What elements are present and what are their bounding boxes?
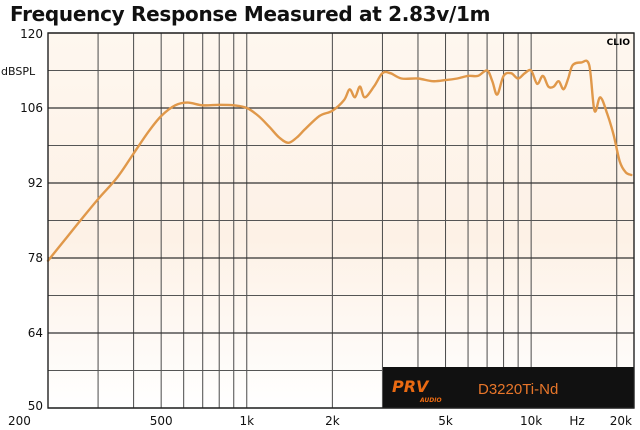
y-axis-ticks: 120 106 92 78 64 50 xyxy=(20,27,43,413)
y-tick-label: 92 xyxy=(28,176,43,190)
x-tick-label: Hz xyxy=(569,414,584,428)
x-axis-ticks: 200 500 1k 2k 5k 10k Hz 20k xyxy=(8,414,632,428)
chart-title: Frequency Response Measured at 2.83v/1m xyxy=(10,2,491,26)
series-line xyxy=(46,59,633,262)
series-layer xyxy=(46,59,633,262)
y-tick-label: 106 xyxy=(20,101,43,115)
brand-logo-suffix: AUDIO xyxy=(419,397,442,404)
y-tick-label: 78 xyxy=(28,251,43,265)
grid xyxy=(47,32,634,409)
x-tick-label: 10k xyxy=(520,414,542,428)
x-tick-label: 200 xyxy=(8,414,31,428)
y-tick-label: 120 xyxy=(20,27,43,41)
model-label: D3220Ti-Nd xyxy=(478,381,558,398)
y-tick-label: 64 xyxy=(28,326,43,340)
plot-frame xyxy=(47,32,635,409)
y-tick-label: 50 xyxy=(28,399,43,413)
watermark: CLIO xyxy=(607,38,631,48)
x-tick-label: 2k xyxy=(325,414,340,428)
x-tick-label: 20k xyxy=(610,414,632,428)
y-axis-label: dBSPL xyxy=(1,65,36,78)
legend-background xyxy=(383,367,634,408)
x-tick-label: 1k xyxy=(239,414,254,428)
legend-box: PRV AUDIO D3220Ti-Nd xyxy=(383,367,634,408)
brand-logo: PRV xyxy=(392,377,430,396)
x-tick-label: 500 xyxy=(150,414,173,428)
x-tick-label: 5k xyxy=(438,414,453,428)
